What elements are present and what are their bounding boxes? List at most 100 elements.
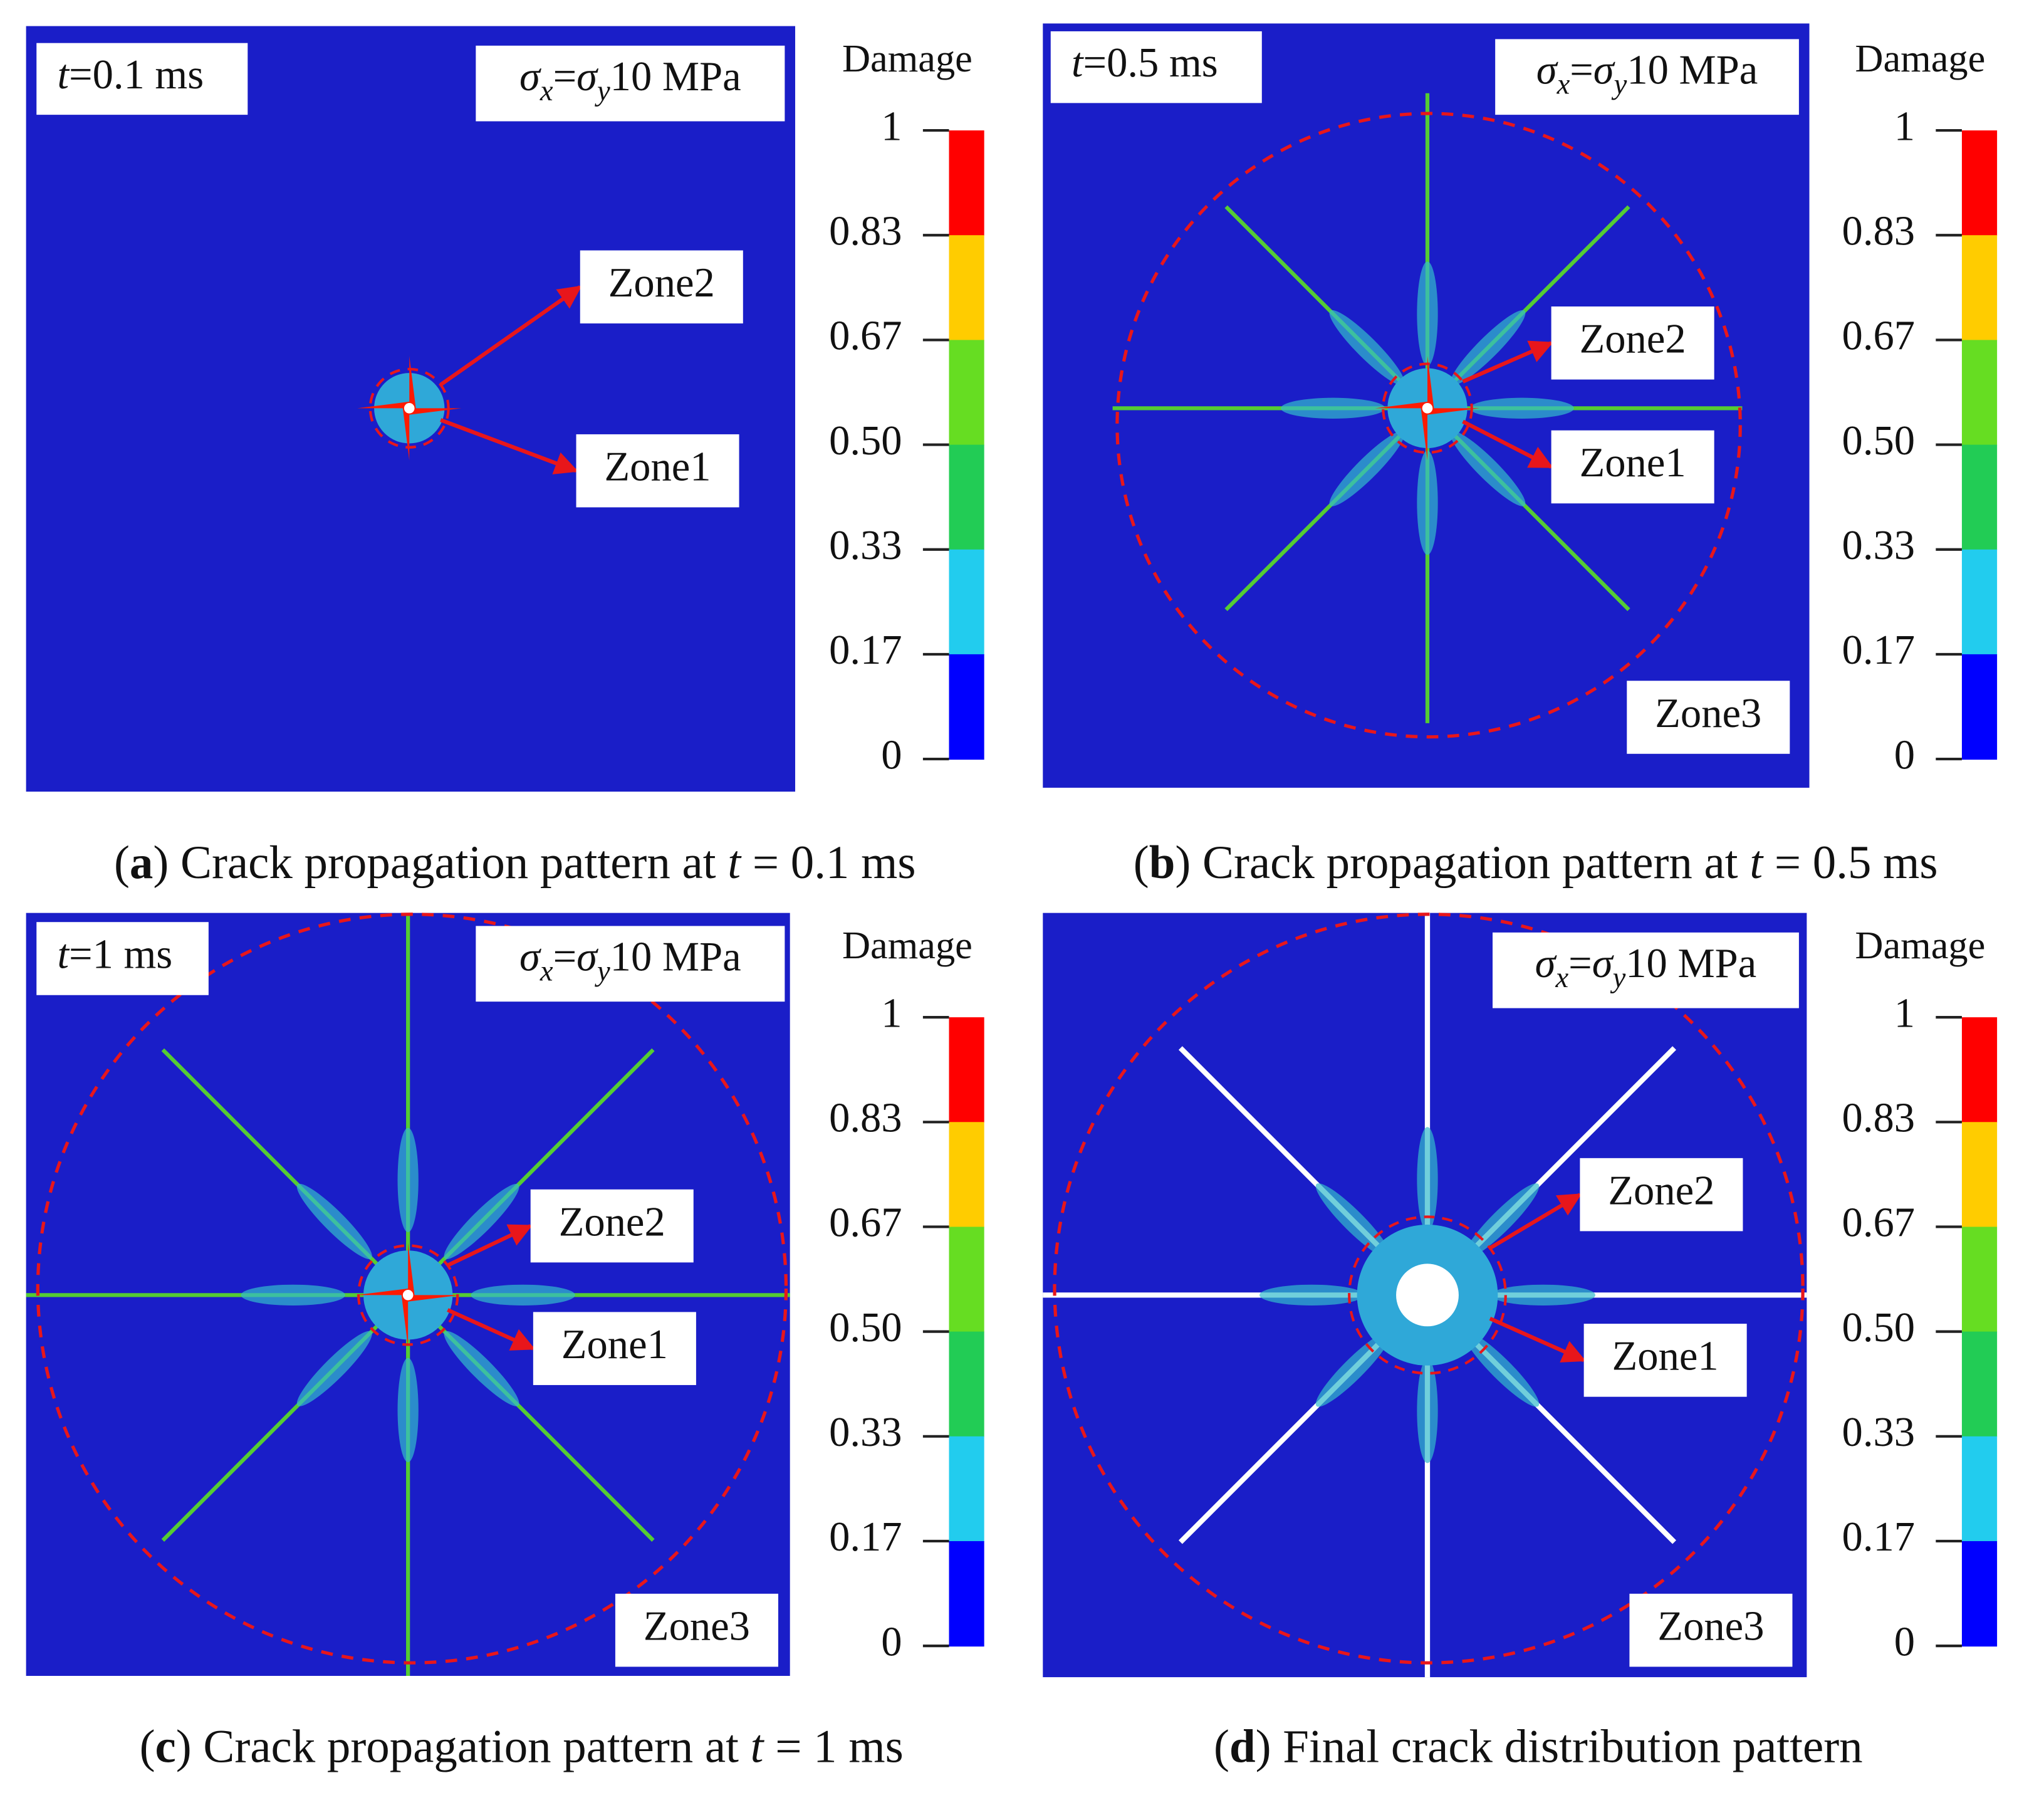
label-box xyxy=(580,250,743,324)
text-run: σ xyxy=(576,54,598,100)
damage-halo xyxy=(1259,1284,1364,1306)
colorbar-tick-label: 0.67 xyxy=(829,313,902,359)
text-run: ( xyxy=(140,1721,155,1773)
colorbar-segment xyxy=(949,1122,984,1228)
colorbar-tick-label: 0.33 xyxy=(1842,523,1915,568)
damage-halo xyxy=(1315,1183,1391,1259)
text-run: σ xyxy=(1593,48,1615,93)
zone-label: Zone1 xyxy=(561,1322,668,1368)
colorbar-tick-label: 1 xyxy=(1894,103,1915,149)
zone-arrow xyxy=(1462,340,1554,384)
damage-halo xyxy=(1417,1358,1438,1463)
text-run: x xyxy=(540,75,553,107)
damage-halo xyxy=(1450,310,1526,385)
zone-label: Zone3 xyxy=(1655,691,1761,736)
colorbar-tick-label: 0.50 xyxy=(1842,418,1915,464)
damage-halo xyxy=(471,1284,575,1306)
label-box xyxy=(1629,1593,1793,1667)
colorbar-segment xyxy=(1961,1331,1998,1437)
colorbar-tick-label: 0 xyxy=(881,1619,902,1665)
colorbar-segment xyxy=(949,130,984,236)
zone-label: Zone1 xyxy=(1580,440,1686,486)
zone2-boundary xyxy=(1115,112,1742,739)
colorbar-tick-label: 0.33 xyxy=(829,1410,902,1455)
zone1-boundary xyxy=(1348,1215,1507,1375)
colorbar-tick-label: 1 xyxy=(1894,990,1915,1036)
text-run: d xyxy=(1229,1721,1256,1773)
text-run: ( xyxy=(1214,1721,1229,1773)
colorbar-tick-label: 0 xyxy=(881,732,902,778)
zone-label: Zone2 xyxy=(1608,1168,1714,1213)
zone2-boundary xyxy=(36,913,788,1665)
label-box xyxy=(476,45,785,122)
damage-halo xyxy=(397,1358,419,1463)
colorbar-tick-label: 0.17 xyxy=(1842,1514,1915,1560)
colorbar-tick-label: 0.50 xyxy=(829,418,902,464)
caption: (a) Crack propagation pattern at t = 0.1… xyxy=(114,837,916,889)
text-run: =0.5 ms xyxy=(1083,40,1218,86)
caption: (d) Final crack distribution pattern xyxy=(1214,1721,1863,1773)
colorbar-tick-label: 0.67 xyxy=(1842,313,1915,359)
zone-label: Zone3 xyxy=(1657,1603,1764,1649)
text-run: y xyxy=(595,955,610,987)
zone-label: Zone1 xyxy=(1612,1334,1719,1379)
colorbar-segment xyxy=(1961,340,1998,446)
fracture-core xyxy=(1396,1264,1459,1327)
text-run: ( xyxy=(114,837,130,889)
damage-halo xyxy=(1417,1127,1438,1232)
label-box xyxy=(533,1312,696,1385)
text-run: a xyxy=(130,837,153,889)
text-run: σ xyxy=(1535,941,1557,986)
damage-halo xyxy=(397,1127,419,1233)
colorbar-title: Damage xyxy=(1855,37,1985,80)
colorbar-segment xyxy=(1961,130,1998,236)
borehole xyxy=(1422,403,1433,414)
zone2-boundary xyxy=(1053,913,1805,1665)
time-label: t=1 ms xyxy=(58,932,173,978)
colorbar-segment xyxy=(949,235,984,341)
zone-arrow xyxy=(440,418,579,474)
colorbar-tick-label: 0.67 xyxy=(1842,1200,1915,1246)
text-run: y xyxy=(595,75,610,107)
text-run: σ xyxy=(1536,48,1558,93)
zone-label: Zone2 xyxy=(1580,317,1686,362)
zone1-boundary xyxy=(1382,362,1473,454)
zone-arrow xyxy=(1489,1193,1582,1250)
colorbar-tick-label: 0.67 xyxy=(829,1200,902,1246)
colorbar-segment xyxy=(949,654,984,760)
caption: (b) Crack propagation pattern at t = 0.5… xyxy=(1134,837,1938,889)
text-run: ) Crack propagation pattern at xyxy=(1175,837,1749,889)
stress-label: σx=σy10 MPa xyxy=(1535,941,1757,993)
label-box xyxy=(576,434,739,508)
label-box xyxy=(1551,306,1714,380)
text-run: = 1 ms xyxy=(763,1721,903,1773)
damage-halo xyxy=(296,1183,372,1259)
colorbar-segment xyxy=(1961,444,1998,550)
text-run: t xyxy=(1072,40,1084,86)
text-run: t xyxy=(751,1721,765,1773)
colorbar-tick-label: 0.50 xyxy=(829,1305,902,1351)
text-run: y xyxy=(1612,68,1627,100)
label-box xyxy=(1495,39,1799,115)
colorbar-tick-label: 1 xyxy=(881,103,902,149)
colorbar-segment xyxy=(949,1436,984,1542)
text-run: =0.1 ms xyxy=(69,52,204,98)
colorbar-segment xyxy=(949,340,984,446)
colorbar-title: Damage xyxy=(1855,924,1985,967)
colorbar-tick-label: 0.17 xyxy=(829,627,902,673)
zone-arrow xyxy=(439,285,582,387)
colorbar-tick-label: 0.50 xyxy=(1842,1305,1915,1351)
text-run: = 0.1 ms xyxy=(741,837,915,889)
text-run: σ xyxy=(1592,941,1614,986)
colorbar-title: Damage xyxy=(842,37,972,80)
zone-label: Zone2 xyxy=(608,260,715,306)
zone-arrow xyxy=(447,1308,536,1351)
text-run: y xyxy=(1610,961,1626,994)
text-run: ( xyxy=(1134,837,1149,889)
damage-halo xyxy=(1450,431,1526,506)
colorbar-segment xyxy=(1961,654,1998,760)
zone-label: Zone1 xyxy=(605,444,711,489)
time-label: t=0.5 ms xyxy=(1072,40,1218,86)
